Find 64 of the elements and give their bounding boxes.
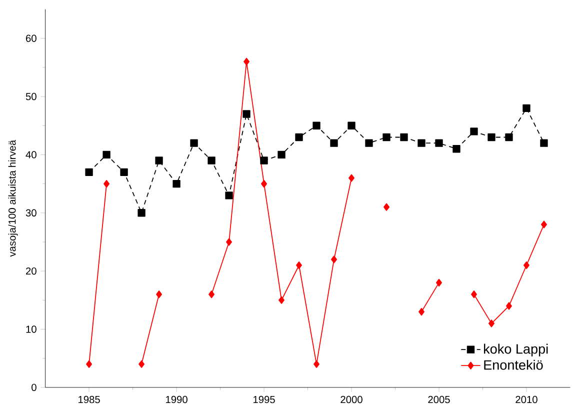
point (452, 145, 460, 153)
point (295, 134, 303, 142)
y-tick-label: 50 (26, 93, 36, 100)
x-tick-label: 2010 (516, 396, 538, 404)
point (225, 192, 233, 200)
point (314, 360, 320, 368)
point (296, 262, 302, 270)
point (312, 122, 320, 130)
point (261, 180, 268, 188)
legend-label: Enontekiö (484, 360, 543, 370)
point (208, 156, 216, 165)
point (382, 134, 390, 142)
point (523, 262, 530, 270)
point (226, 238, 232, 246)
point (488, 320, 494, 328)
point (242, 110, 250, 118)
x-tick-label: 1985 (78, 396, 100, 404)
point (138, 360, 145, 368)
point (470, 290, 477, 298)
point (155, 156, 163, 165)
point (120, 168, 128, 176)
point (330, 139, 338, 148)
point (488, 134, 496, 142)
point (278, 151, 286, 159)
point (172, 180, 180, 188)
point (85, 168, 93, 176)
y-tick-label: 0 (32, 384, 36, 392)
point (522, 104, 530, 112)
point (138, 209, 146, 217)
point (436, 279, 442, 287)
point (104, 180, 110, 188)
point (384, 203, 390, 212)
point (86, 360, 92, 368)
point (102, 151, 110, 159)
point (260, 156, 268, 165)
y-tick-label: 60 (26, 34, 36, 42)
point (156, 290, 162, 298)
y-tick-label: 10 (26, 326, 36, 334)
point (331, 256, 338, 264)
point (365, 139, 373, 148)
y-tick-label: 40 (26, 151, 36, 158)
point (400, 134, 408, 142)
point (244, 58, 250, 66)
point (540, 139, 548, 148)
x-tick-label: 2000 (340, 396, 362, 404)
point (190, 139, 198, 148)
y-axis-title: vasoja/100 aikuista hirveä (8, 140, 18, 257)
point (418, 139, 426, 148)
y-tick-label: 30 (26, 209, 36, 217)
point (540, 220, 547, 229)
y-tick-label: 20 (26, 268, 36, 275)
x-tick-label: 1995 (254, 396, 275, 404)
point (278, 296, 285, 304)
point (348, 174, 355, 182)
legend-label: koko Lappi (484, 344, 548, 357)
point (505, 134, 513, 142)
x-tick-label: 2005 (428, 396, 450, 404)
point (348, 122, 356, 130)
x-tick-label: 1990 (166, 396, 188, 404)
point (470, 128, 478, 136)
point (506, 302, 512, 310)
point (435, 139, 443, 148)
point (418, 308, 424, 316)
point (208, 290, 215, 298)
